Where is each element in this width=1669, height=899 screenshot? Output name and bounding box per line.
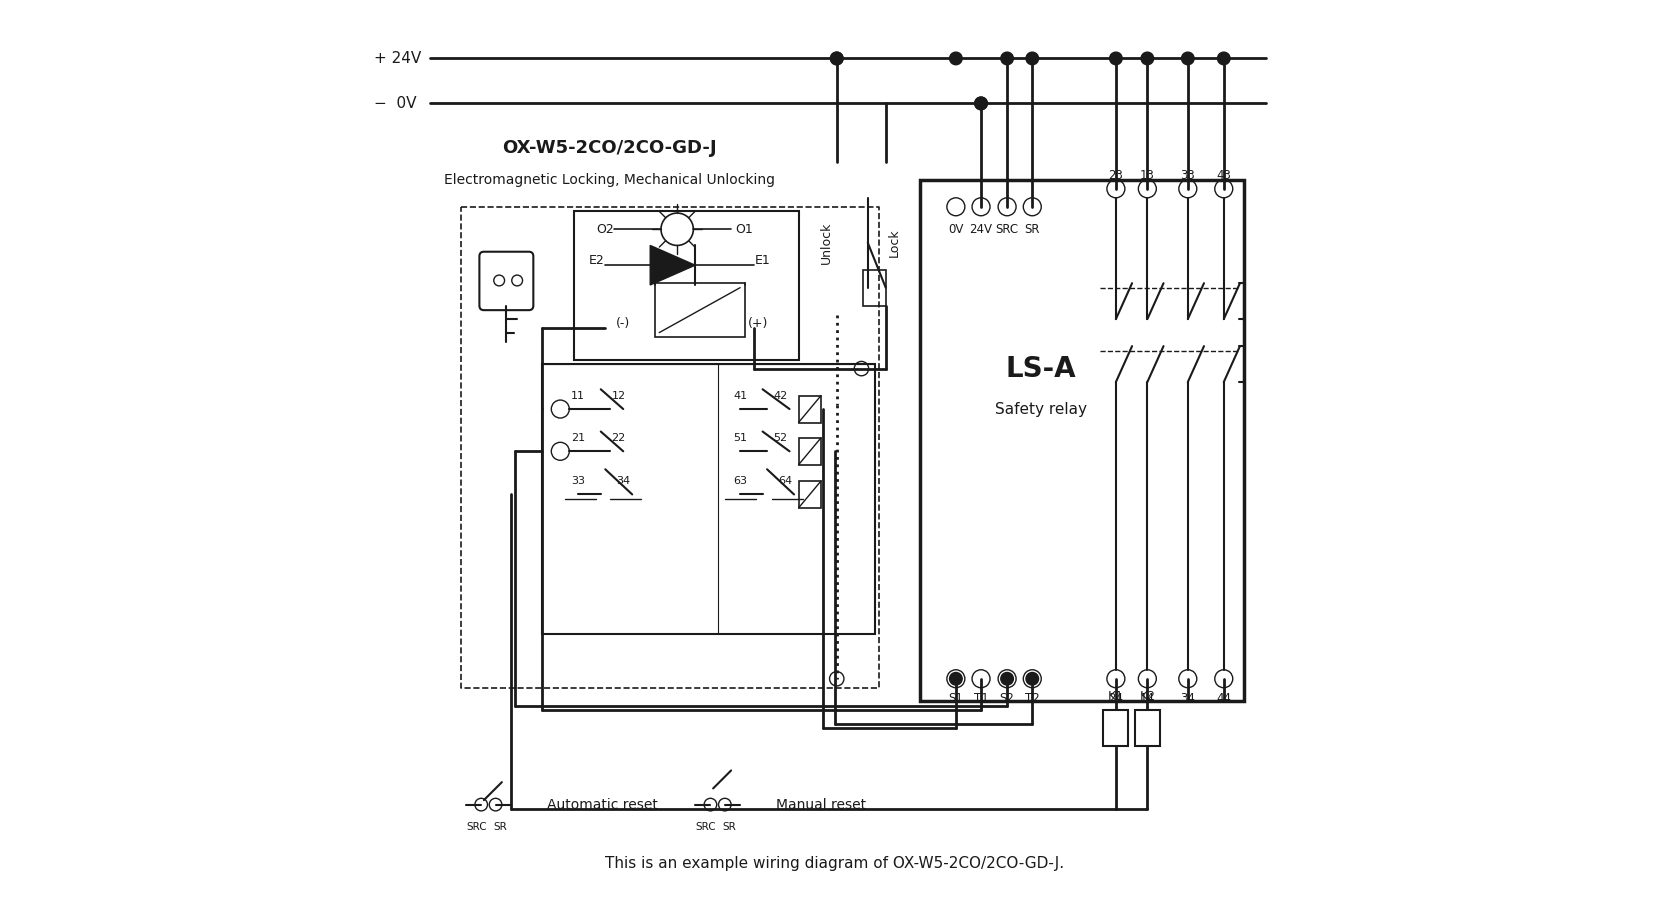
Text: 14: 14 [1140, 692, 1155, 705]
Text: SRC: SRC [995, 223, 1018, 236]
Text: 44: 44 [1217, 692, 1232, 705]
Circle shape [975, 97, 988, 110]
Bar [798, 396, 821, 423]
Text: 64: 64 [778, 476, 793, 486]
Text: 24V: 24V [970, 223, 993, 236]
Text: Lock: Lock [888, 228, 901, 257]
Circle shape [1182, 52, 1193, 65]
Bar [863, 270, 886, 306]
Text: (+): (+) [748, 317, 768, 330]
Text: 22: 22 [611, 432, 626, 443]
Circle shape [975, 97, 988, 110]
Text: Unlock: Unlock [819, 221, 833, 264]
Bar [654, 283, 744, 337]
Text: T2: T2 [1025, 692, 1040, 705]
Circle shape [1026, 52, 1038, 65]
Circle shape [950, 52, 961, 65]
Text: 43: 43 [1217, 169, 1232, 182]
Text: 63: 63 [733, 476, 748, 486]
Text: + 24V: + 24V [374, 51, 421, 66]
Bar [1135, 710, 1160, 746]
Text: LS-A: LS-A [1006, 354, 1077, 383]
Text: Safety relay: Safety relay [995, 402, 1087, 416]
Text: 34: 34 [1180, 692, 1195, 705]
Text: S2: S2 [1000, 692, 1015, 705]
Text: 12: 12 [611, 390, 626, 401]
Text: 33: 33 [1180, 169, 1195, 182]
Text: O2: O2 [596, 223, 614, 236]
Text: 33: 33 [571, 476, 586, 486]
Text: 24: 24 [1108, 692, 1123, 705]
Text: Manual reset: Manual reset [776, 797, 866, 812]
Circle shape [1142, 52, 1153, 65]
Text: SRC: SRC [696, 822, 716, 832]
Text: O1: O1 [736, 223, 753, 236]
Circle shape [831, 52, 843, 65]
Circle shape [831, 52, 843, 65]
Circle shape [1026, 672, 1038, 685]
Text: E1: E1 [754, 254, 771, 267]
Circle shape [950, 672, 961, 685]
Bar [798, 481, 821, 508]
Text: 11: 11 [571, 390, 586, 401]
Circle shape [1001, 672, 1013, 685]
Text: 52: 52 [773, 432, 788, 443]
Circle shape [1217, 52, 1230, 65]
Text: SR: SR [494, 822, 507, 832]
Text: T1: T1 [973, 692, 988, 705]
Text: K1: K1 [1108, 690, 1123, 703]
Bar [542, 364, 875, 634]
Circle shape [1001, 52, 1013, 65]
Text: SRC: SRC [466, 822, 487, 832]
Circle shape [1110, 52, 1122, 65]
Text: 0V: 0V [948, 223, 963, 236]
Text: Automatic reset: Automatic reset [547, 797, 658, 812]
Polygon shape [651, 245, 696, 285]
Text: Electromagnetic Locking, Mechanical Unlocking: Electromagnetic Locking, Mechanical Unlo… [444, 173, 774, 187]
Text: S1: S1 [948, 692, 963, 705]
Text: 51: 51 [733, 432, 748, 443]
Bar [574, 211, 798, 360]
Text: 41: 41 [733, 390, 748, 401]
Text: 42: 42 [773, 390, 788, 401]
Text: K2: K2 [1140, 690, 1155, 703]
Text: OX-W5-2CO/2CO-GD-J: OX-W5-2CO/2CO-GD-J [502, 139, 718, 157]
Text: −  0V: − 0V [374, 96, 417, 111]
Text: This is an example wiring diagram of OX-W5-2CO/2CO-GD-J.: This is an example wiring diagram of OX-… [604, 856, 1065, 870]
Text: E2: E2 [589, 254, 604, 267]
Bar [920, 180, 1243, 701]
Bar [798, 438, 821, 465]
Bar [1103, 710, 1128, 746]
Text: 13: 13 [1140, 169, 1155, 182]
Text: 23: 23 [1108, 169, 1123, 182]
Text: SR: SR [723, 822, 736, 832]
Text: SR: SR [1025, 223, 1040, 236]
Text: 21: 21 [571, 432, 586, 443]
Text: 34: 34 [616, 476, 631, 486]
Text: (-): (-) [616, 317, 631, 330]
